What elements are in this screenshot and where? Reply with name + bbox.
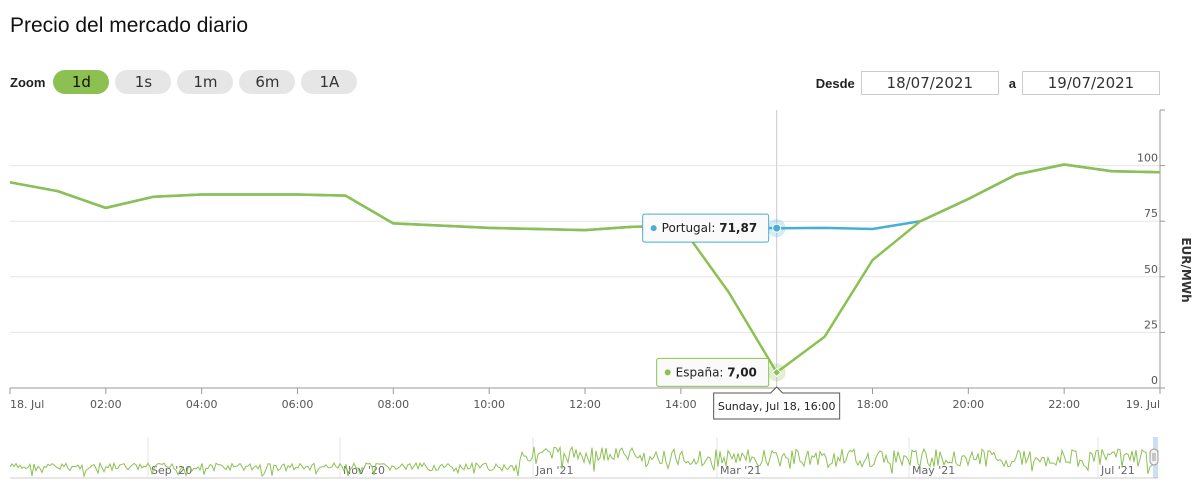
from-label: Desde <box>815 75 855 91</box>
espana-tooltip-dot <box>664 369 671 376</box>
series-line-portugal <box>9 163 1161 232</box>
page-title: Precio del mercado diario <box>10 14 249 37</box>
grid <box>10 165 1160 333</box>
navigator-label: Mar '21 <box>720 464 761 477</box>
zoom-button-1d[interactable]: 1d <box>53 70 110 94</box>
to-label: a <box>1008 75 1016 91</box>
x-hover-label-box <box>713 386 841 420</box>
navigator-series <box>9 445 1159 478</box>
axes: 0 25 50 75 100 18. Jul 02:00 04:00 06:00 08:00 10:… <box>9 109 1165 411</box>
espana-tooltip-label: España: 7,00 <box>676 365 757 379</box>
x-tick-label: 08:00 <box>377 398 409 411</box>
zoom-button-1s[interactable]: 1s <box>115 70 172 94</box>
navigator[interactable]: Sep '20 Nov '20 Jan '21 Mar '21 May '21 Jul '… <box>9 437 1159 479</box>
navigator-label: Jan '21 <box>535 464 573 477</box>
x-tick-label: 04:00 <box>186 398 218 411</box>
zoom-button-6m[interactable]: 6m <box>239 70 296 94</box>
zoom-selector: Zoom 1d 1s 1m 6m 1A <box>10 70 363 94</box>
portugal-tooltip-dot <box>650 225 657 232</box>
navigator-label: May '21 <box>912 464 955 477</box>
x-tick-label: 06:00 <box>282 398 314 411</box>
y-axis-title: EUR/MWh <box>1179 237 1193 302</box>
x-tick-label: 02:00 <box>90 398 122 411</box>
portugal-tooltip-box <box>642 213 770 243</box>
to-date-input[interactable]: 19/07/2021 <box>1022 71 1160 95</box>
x-tick-label: 18:00 <box>857 398 889 411</box>
navigator-handle[interactable] <box>1149 448 1159 466</box>
x-hover-label: Sunday, Jul 18, 16:00 <box>718 400 836 413</box>
from-date-input[interactable]: 18/07/2021 <box>860 71 999 95</box>
portugal-point <box>772 223 782 233</box>
x-tick-label: 19. Jul <box>1126 398 1160 411</box>
x-tick-label: 22:00 <box>1048 398 1080 411</box>
y-tick-label: 100 <box>1137 152 1158 165</box>
zoom-button-1a[interactable]: 1A <box>301 70 358 94</box>
navigator-label: Jul '21 <box>1100 464 1135 477</box>
espana-tooltip-box <box>656 357 770 387</box>
series <box>9 163 1161 374</box>
x-tick-label: 14:00 <box>665 398 697 411</box>
x-tick-label: 20:00 <box>952 398 984 411</box>
x-tick-label: 10:00 <box>473 398 505 411</box>
portugal-tooltip-label: Portugal: 71,87 <box>662 221 758 235</box>
x-tick-label: 12:00 <box>569 398 601 411</box>
y-tick-label: 75 <box>1144 207 1158 220</box>
y-tick-label: 50 <box>1144 263 1158 276</box>
zoom-label: Zoom <box>10 74 46 90</box>
y-tick-label: 0 <box>1151 374 1158 387</box>
zoom-button-1m[interactable]: 1m <box>177 70 234 94</box>
y-tick-label: 25 <box>1144 318 1158 331</box>
espana-point <box>771 367 782 378</box>
date-range: Desde 18/07/2021 a 19/07/2021 <box>810 70 1160 96</box>
x-tick-label: 18. Jul <box>10 398 44 411</box>
hover-layer: Portugal: 71,87 España: 7,00 Sunday, Jul 1… <box>642 110 841 420</box>
series-line-espana <box>9 163 1161 374</box>
